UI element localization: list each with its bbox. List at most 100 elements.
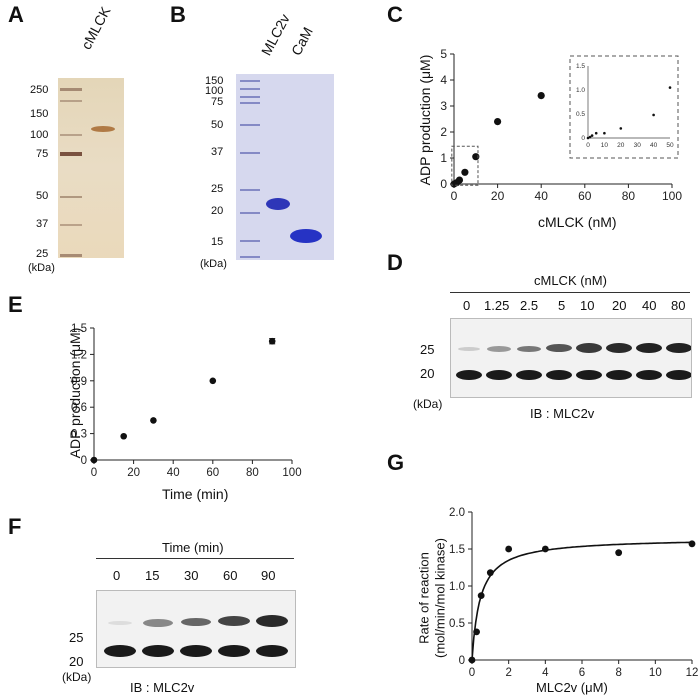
y-tick-label: 2.0 (449, 507, 465, 519)
chart-e-xlabel: Time (min) (162, 486, 229, 502)
fit-curve (471, 541, 692, 661)
inset-y-tick-label: 1.0 (576, 87, 585, 94)
x-tick-label: 40 (167, 467, 180, 479)
lane-label: 20 (612, 298, 627, 313)
x-tick-label: 4 (542, 667, 549, 679)
panel-a-lane-label: cMLCK (77, 3, 114, 52)
chart-g: 0 2 4 6 8 10 12 0 0.5 1.0 1.5 2.0 (449, 507, 698, 679)
y-tick-label: 0.6 (71, 402, 87, 414)
inset-data-point (586, 136, 590, 140)
data-point (472, 153, 480, 161)
chart-c-ylabel: ADP production (μM) (417, 54, 433, 186)
panel-b-lane-label-mlc2v: MLC2v (257, 11, 293, 59)
blot-d-ib-label: IB : MLC2v (530, 406, 595, 421)
y-tick-label: 1 (440, 151, 447, 165)
inset-x-tick-label: 0 (586, 142, 590, 149)
marker-label: 50 (36, 190, 49, 202)
panel-b-coomassie-gel (236, 74, 334, 260)
lane-label: 0 (113, 568, 121, 583)
y-tick-label: 1.2 (71, 349, 87, 361)
data-point (615, 549, 623, 557)
data-point (468, 656, 476, 664)
zoom-region-box (451, 145, 479, 186)
x-tick-label: 60 (206, 467, 219, 479)
x-tick-label: 100 (662, 189, 682, 203)
blot-f-ib-label: IB : MLC2v (130, 680, 195, 695)
lane-label: 5 (558, 298, 566, 313)
x-tick-label: 20 (491, 189, 505, 203)
blot-f-header: Time (min) (162, 540, 224, 555)
marker-label: 25 (36, 248, 49, 260)
marker-label: 20 (420, 366, 435, 381)
blot-f-bands (104, 615, 288, 657)
blot-d-bands (456, 343, 692, 380)
unit-label: (kDa) (62, 670, 92, 684)
data-point (120, 432, 127, 440)
inset-data-point (652, 113, 655, 117)
x-tick-label: 6 (579, 667, 585, 679)
chart-e: 0 20 40 60 80 100 0 0.3 0.6 0.9 1.2 1.5 (71, 323, 302, 479)
data-point (150, 417, 157, 424)
blot-d (450, 318, 692, 398)
x-tick-label: 12 (686, 667, 698, 679)
panel-a-gel-bands (60, 88, 115, 257)
marker-label: 25 (69, 630, 84, 645)
data-point (268, 337, 276, 345)
blot-f-header-line (96, 558, 294, 559)
inset-x-tick-label: 40 (650, 142, 658, 149)
inset-data-point (603, 131, 606, 135)
lane-label: 80 (671, 298, 686, 313)
marker-label: 250 (30, 84, 49, 96)
x-tick-label: 40 (535, 189, 549, 203)
inset-x-tick-label: 30 (634, 142, 642, 149)
marker-label: 25 (211, 183, 224, 195)
marker-label: 15 (211, 236, 224, 248)
inset-x-tick-label: 10 (601, 142, 609, 149)
data-point (461, 168, 469, 176)
unit-label: (kDa) (200, 258, 227, 270)
marker-label: 37 (211, 146, 224, 158)
data-point (494, 118, 502, 126)
x-tick-label: 0 (451, 189, 458, 203)
panel-a-silver-gel (58, 78, 124, 258)
marker-label: 25 (420, 342, 435, 357)
x-tick-label: 60 (578, 189, 592, 203)
y-tick-label: 0.5 (449, 618, 465, 630)
marker-label: 20 (69, 654, 84, 669)
blot-f (96, 590, 296, 668)
chart-g-xlabel: MLC2v (μM) (536, 680, 608, 695)
data-point (541, 545, 549, 553)
y-tick-label: 1.5 (71, 323, 87, 335)
inset-x-tick-label: 50 (666, 142, 674, 149)
lane-label: 30 (184, 568, 199, 583)
inset-data-point (590, 134, 594, 137)
inset-data-point (588, 135, 592, 139)
y-tick-label: 4 (440, 73, 447, 87)
data-point (455, 176, 464, 184)
y-tick-label: 0 (81, 455, 87, 467)
marker-label: 50 (211, 119, 224, 131)
panel-b-gel-bands (240, 80, 322, 258)
lane-label: 15 (145, 568, 160, 583)
x-tick-label: 8 (615, 667, 621, 679)
x-tick-label: 2 (505, 667, 511, 679)
marker-label: 37 (36, 218, 49, 230)
marker-label: 150 (30, 108, 49, 120)
marker-label: 75 (36, 148, 49, 160)
lane-label: 90 (261, 568, 276, 583)
lane-label: 0 (463, 298, 471, 313)
x-tick-label: 0 (469, 667, 475, 679)
panel-b-lane-label-cam: CaM (287, 24, 316, 59)
blot-d-header-line (450, 292, 690, 293)
panel-c-letter: C (387, 2, 403, 27)
data-point (90, 456, 98, 464)
marker-label: 100 (205, 85, 224, 97)
data-point (505, 545, 513, 553)
y-tick-label: 0.3 (71, 429, 87, 441)
inset-data-point (668, 86, 672, 89)
data-point (473, 628, 480, 636)
unit-label: (kDa) (28, 262, 55, 274)
x-tick-label: 20 (127, 467, 140, 479)
x-tick-label: 80 (622, 189, 636, 203)
